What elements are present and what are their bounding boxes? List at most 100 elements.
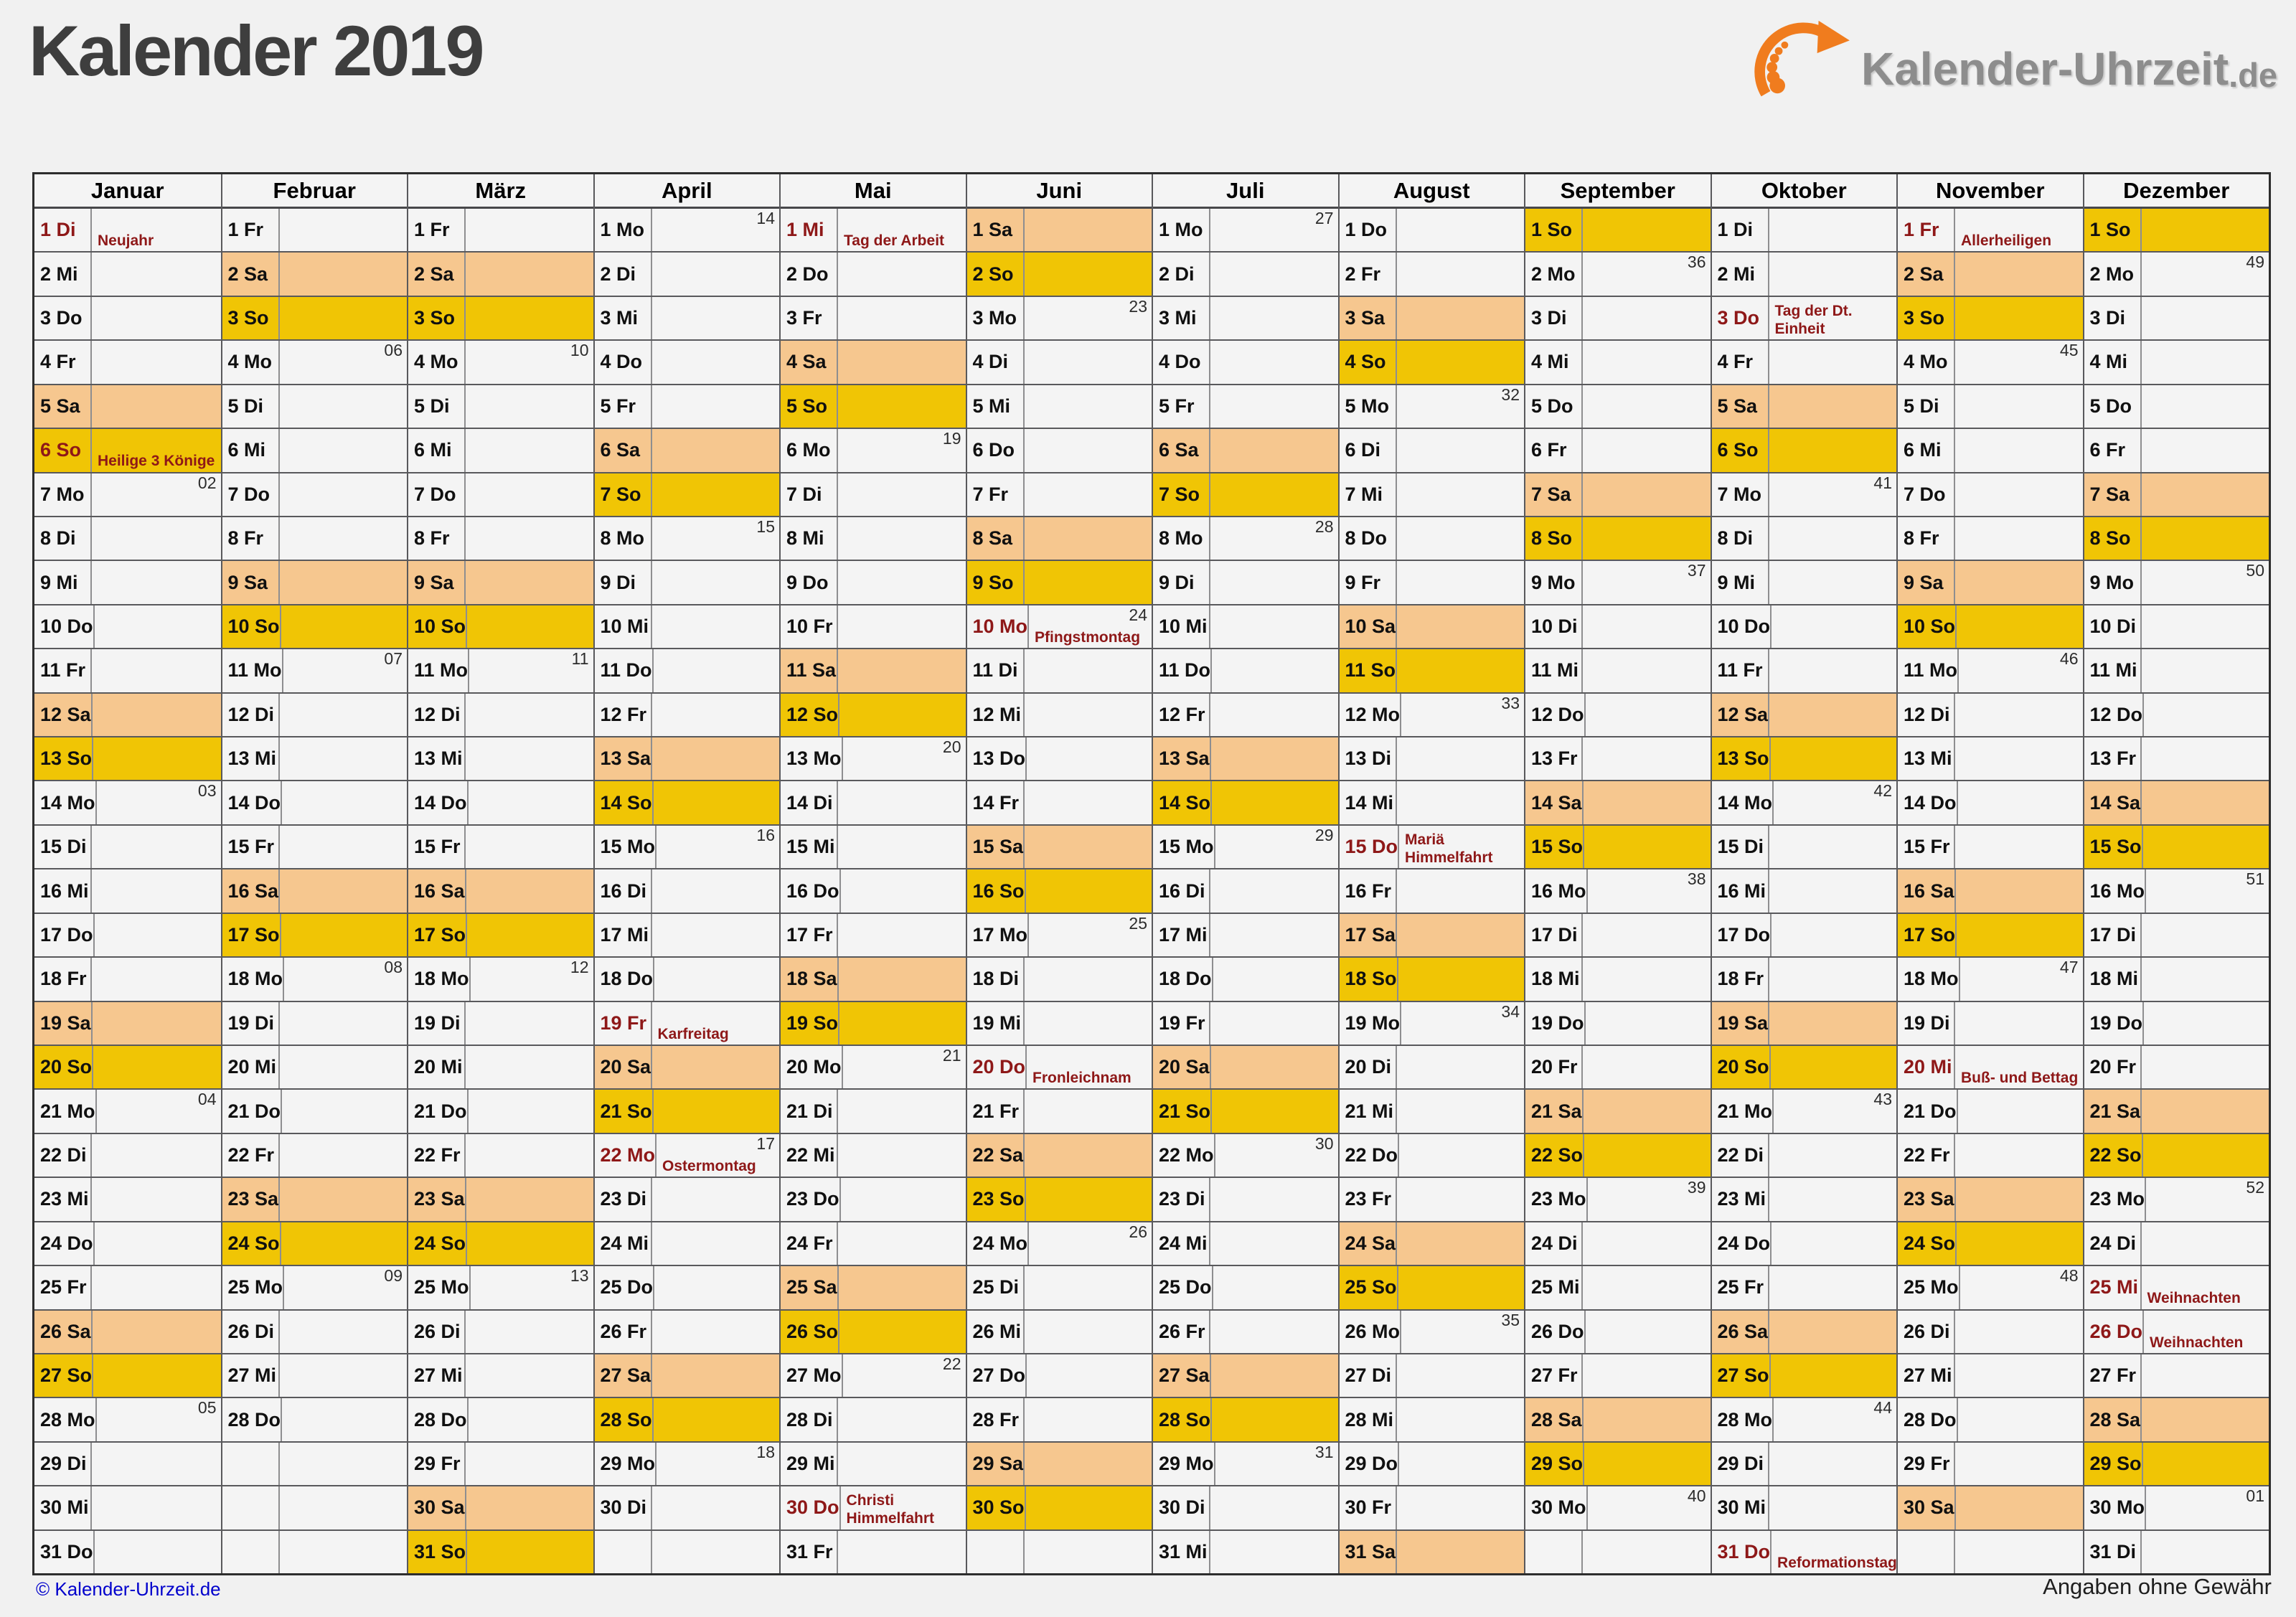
- day-cell-september-21: 21 Sa: [1525, 1088, 1711, 1133]
- day-note: [1955, 429, 2083, 471]
- day-label: 5 Sa: [1712, 385, 1769, 428]
- day-label: 26 So: [781, 1310, 840, 1353]
- day-cell-mai-16: 16 Do: [781, 868, 966, 913]
- month-header-januar: Januar: [34, 174, 221, 209]
- day-cell-september-2: 2 Mo 36: [1525, 251, 1711, 296]
- day-note: [280, 1002, 408, 1045]
- day-note: [839, 694, 965, 736]
- empty-cell-februar: [222, 1485, 407, 1529]
- day-label: 16 Mi: [34, 869, 92, 913]
- day-cell-februar-20: 20 Mi: [222, 1045, 407, 1089]
- day-cell-november-22: 22 Fr: [1898, 1132, 2083, 1177]
- day-note: [652, 605, 780, 648]
- day-note: [1957, 605, 2082, 648]
- day-note: [1397, 429, 1525, 471]
- day-label: 20 So: [34, 1046, 94, 1089]
- holiday-label: Buß- und Bettag: [1961, 1070, 2079, 1087]
- day-cell-oktober-3: 3 Do Tag der Dt. Einheit: [1711, 295, 1896, 340]
- day-note: [92, 385, 221, 428]
- day-cell-juli-31: 31 Mi: [1153, 1529, 1338, 1574]
- day-label: 4 Do: [1153, 341, 1210, 384]
- brand-logo[interactable]: Kalender-Uhrzeit .de: [1745, 17, 2277, 102]
- day-cell-august-7: 7 Mi: [1339, 471, 1524, 516]
- day-cell-juni-26: 26 Mi: [966, 1309, 1152, 1353]
- day-cell-november-18: 18 Mo 47: [1898, 956, 2083, 1001]
- day-cell-juli-5: 5 Fr: [1153, 383, 1338, 428]
- day-label: 11 Mi: [2084, 649, 2142, 692]
- day-note: [466, 253, 593, 295]
- day-note: [839, 1311, 965, 1353]
- day-cell-januar-29: 29 Di: [34, 1441, 221, 1486]
- footer-copyright-link[interactable]: © Kalender-Uhrzeit.de: [36, 1578, 221, 1600]
- day-note: [1397, 1398, 1525, 1441]
- day-note: [466, 209, 593, 251]
- day-label: 27 Fr: [2084, 1354, 2142, 1397]
- day-cell-juni-13: 13 Do: [966, 736, 1152, 781]
- day-label: 9 Mo: [1525, 561, 1583, 604]
- day-label: 6 So: [34, 429, 92, 472]
- day-note: [92, 1178, 221, 1220]
- day-cell-maerz-23: 23 Sa: [408, 1177, 593, 1221]
- day-cell-april-23: 23 Di: [594, 1177, 779, 1221]
- day-cell-august-22: 22 Do: [1339, 1132, 1524, 1177]
- day-cell-september-12: 12 Do: [1525, 692, 1711, 737]
- day-note: [1210, 341, 1338, 383]
- day-label: 12 Mi: [967, 693, 1025, 737]
- day-cell-februar-28: 28 Do: [222, 1397, 407, 1441]
- day-label: 3 So: [1898, 296, 1955, 340]
- day-label: 31 So: [408, 1530, 468, 1574]
- day-note: [2142, 517, 2269, 560]
- day-note: [280, 694, 408, 736]
- day-label: 27 Mi: [1898, 1354, 1955, 1397]
- day-cell-november-13: 13 Mi: [1898, 736, 2083, 781]
- day-cell-dezember-3: 3 Di: [2084, 295, 2269, 340]
- day-cell-februar-1: 1 Fr: [222, 209, 408, 252]
- day-label: 25 Do: [595, 1266, 655, 1309]
- day-label: 24 Mo: [967, 1222, 1030, 1265]
- day-note: [1025, 517, 1152, 560]
- day-label: 24 Sa: [1340, 1222, 1398, 1265]
- day-note: 29: [1215, 826, 1338, 868]
- day-cell-januar-4: 4 Fr: [34, 339, 221, 384]
- day-cell-maerz-5: 5 Di: [408, 383, 593, 428]
- day-cell-februar-17: 17 So: [222, 912, 407, 957]
- day-note: [1958, 1090, 2083, 1132]
- day-cell-juni-4: 4 Di: [966, 339, 1152, 384]
- day-note: [467, 605, 593, 648]
- day-note: 24 Pfingstmontag: [1029, 605, 1152, 648]
- day-cell-januar-1: 1 Di Neujahr: [34, 209, 221, 252]
- day-cell-oktober-23: 23 Mi: [1711, 1177, 1896, 1221]
- day-cell-maerz-11: 11 Mo 11: [408, 648, 593, 692]
- day-note: [1955, 253, 2083, 295]
- day-cell-juli-25: 25 Do: [1153, 1265, 1338, 1309]
- day-note: [1769, 1486, 1897, 1529]
- day-note: [838, 473, 966, 516]
- day-cell-februar-25: 25 Mo 09: [222, 1265, 407, 1309]
- day-label: 28 Do: [1898, 1398, 1958, 1441]
- day-label: 23 Do: [781, 1178, 841, 1221]
- day-note: [838, 1443, 966, 1485]
- day-cell-januar-6: 6 So Heilige 3 Könige: [34, 428, 221, 472]
- day-note: 39: [1588, 1178, 1711, 1220]
- day-label: 8 Fr: [222, 517, 280, 560]
- day-note: [1210, 385, 1338, 428]
- day-cell-juni-19: 19 Mi: [966, 1000, 1152, 1045]
- day-note: [2142, 1222, 2269, 1265]
- day-label: 17 So: [408, 913, 468, 957]
- day-cell-oktober-8: 8 Di: [1711, 515, 1896, 560]
- day-label: 10 Fr: [781, 605, 838, 649]
- day-label: 3 Di: [2084, 296, 2142, 340]
- day-cell-januar-8: 8 Di: [34, 515, 221, 560]
- day-note: 19: [838, 429, 966, 471]
- day-label: 23 Sa: [408, 1178, 466, 1221]
- day-note: [1025, 826, 1152, 868]
- day-label: 9 Mi: [34, 561, 92, 604]
- day-label: 17 Mo: [967, 913, 1030, 957]
- day-label: 11 Mo: [408, 649, 470, 692]
- day-label: 19 Mi: [967, 1001, 1025, 1045]
- day-label: 20 So: [1712, 1046, 1771, 1089]
- day-label: 21 Mo: [1712, 1090, 1774, 1133]
- day-note: [93, 1002, 221, 1045]
- day-cell-juni-9: 9 So: [966, 560, 1152, 604]
- day-note: [1210, 429, 1338, 471]
